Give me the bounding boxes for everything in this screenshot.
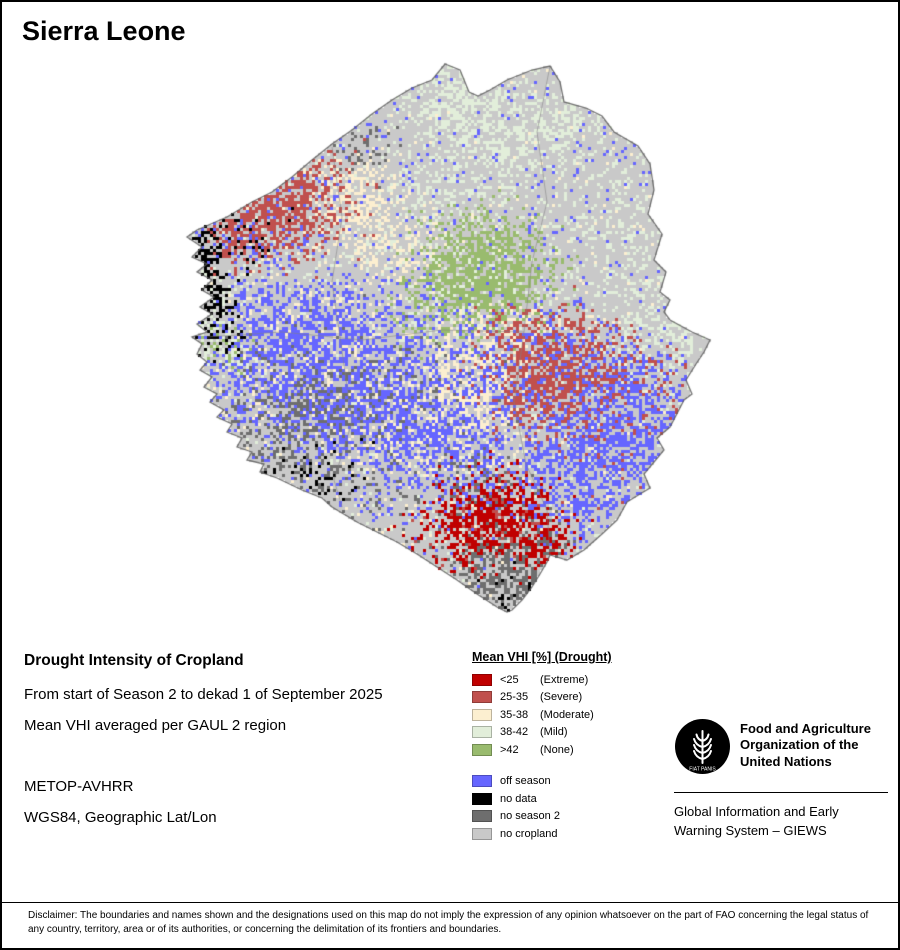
- legend-range: 25-35: [500, 691, 529, 704]
- legend-label: no season 2: [500, 810, 560, 823]
- map-info-aggregation: Mean VHI averaged per GAUL 2 region: [24, 717, 287, 734]
- legend-swatch: [472, 775, 492, 788]
- page-title: Sierra Leone: [22, 16, 186, 46]
- legend-row: <25 (Extreme): [472, 671, 612, 689]
- giews-label: Global Information and Early Warning Sys…: [674, 804, 839, 838]
- legend-range: 35-38: [500, 708, 529, 721]
- map-info-block: Drought Intensity of Cropland From start…: [24, 652, 383, 826]
- legend-row: 25-35 (Severe): [472, 689, 612, 707]
- legend-title: Mean VHI [%] (Drought): [472, 650, 612, 664]
- legend-swatch: [472, 792, 492, 805]
- legend: Mean VHI [%] (Drought) <25 (Extreme) 25-35…: [472, 650, 612, 843]
- legend-swatch: [472, 726, 492, 739]
- legend-row: no season 2: [472, 808, 612, 826]
- legend-row: off season: [472, 773, 612, 791]
- disclaimer: Disclaimer: The boundaries and names sho…: [2, 902, 898, 948]
- legend-vhi-classes: <25 (Extreme) 25-35 (Severe) 35-38 (Moderate)…: [472, 671, 612, 759]
- legend-class-name: (Mild): [540, 726, 568, 739]
- fao-divider: [674, 792, 888, 793]
- fao-logo: FIAT PANIS: [674, 718, 731, 780]
- fao-block: FIAT PANIS Food and Agriculture Organiza…: [674, 718, 890, 840]
- legend-class-name: (Severe): [540, 691, 583, 704]
- legend-swatch: [472, 708, 492, 721]
- legend-row: no cropland: [472, 825, 612, 843]
- legend-class-name: (None): [540, 743, 574, 756]
- legend-swatch: [472, 810, 492, 823]
- fao-org-name: Food and Agriculture Organization of the…: [740, 721, 871, 769]
- legend-range: <25: [500, 673, 519, 686]
- legend-range: 38-42: [500, 726, 529, 739]
- legend-label: no cropland: [500, 827, 558, 840]
- legend-swatch: [472, 691, 492, 704]
- legend-class-name: (Moderate): [540, 708, 594, 721]
- legend-range: >42: [500, 743, 519, 756]
- legend-row: >42 (None): [472, 741, 612, 759]
- wheat-ear-icon: [693, 730, 712, 764]
- map-info-sensor: METOP-AVHRR: [24, 778, 134, 795]
- legend-class-name: (Extreme): [540, 673, 589, 686]
- legend-row: no data: [472, 790, 612, 808]
- fao-header: FIAT PANIS Food and Agriculture Organiza…: [674, 718, 890, 780]
- map-info-heading: Drought Intensity of Cropland: [24, 652, 244, 669]
- legend-season-classes: off season no data no season 2 no cropland: [472, 773, 612, 843]
- legend-swatch: [472, 827, 492, 840]
- legend-swatch: [472, 743, 492, 756]
- map-info-projection: WGS84, Geographic Lat/Lon: [24, 809, 217, 826]
- fiat-panis-text: FIAT PANIS: [689, 767, 716, 773]
- legend-label: no data: [500, 792, 537, 805]
- legend-row: 38-42 (Mild): [472, 724, 612, 742]
- map-info-period: From start of Season 2 to dekad 1 of Sep…: [24, 686, 383, 703]
- legend-label: off season: [500, 775, 551, 788]
- legend-row: 35-38 (Moderate): [472, 706, 612, 724]
- drought-map-canvas: [177, 54, 722, 624]
- legend-swatch: [472, 673, 492, 686]
- fao-logo-icon: FIAT PANIS: [675, 719, 730, 774]
